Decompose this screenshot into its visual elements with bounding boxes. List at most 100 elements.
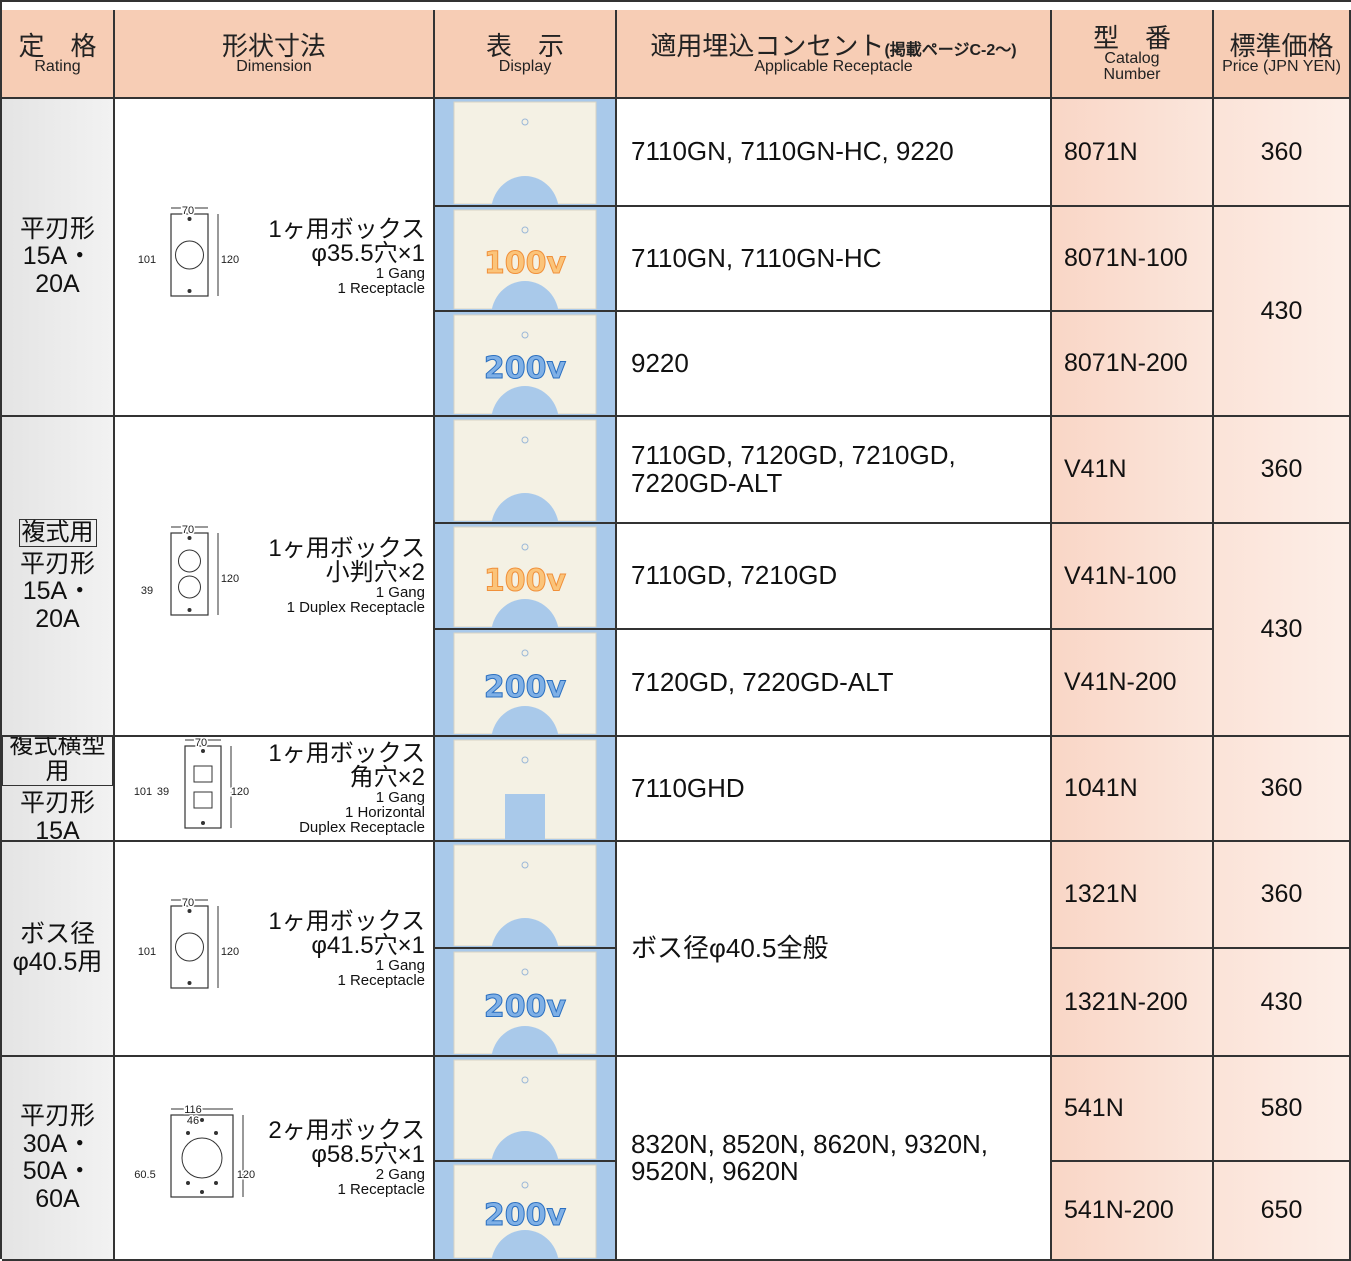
receptacle-cell: 8320N, 8520N, 8620N, 9320N, 9520N, 9620N (617, 1057, 1052, 1261)
dimension-cell: 70 101 120 1ヶ用ボックス φ41.5穴×1 1 Gang 1 Receptacl… (115, 842, 435, 1057)
dimension-diagram: 70 101 120 (136, 895, 241, 989)
dimension-label: 120 (231, 785, 249, 797)
rating-line: 15A・20A (22, 242, 93, 298)
header-ja: 形状寸法 (222, 33, 326, 59)
display-cell: 100v (435, 207, 617, 312)
screw (187, 289, 192, 293)
hole (175, 240, 204, 270)
rating-line: 15A (35, 816, 80, 842)
display-plate (453, 101, 597, 204)
dimension-label: 120 (221, 573, 239, 585)
dimension-label: 70 (182, 896, 194, 908)
display-label: 100v (484, 564, 567, 599)
outlet-hole (491, 918, 559, 946)
box-line: 2 Gang (375, 1166, 425, 1183)
receptacle-cell: 7110GN, 7110GN-HC (617, 207, 1052, 312)
hole (178, 549, 201, 573)
dimension-diagram: 70 101 120 (136, 203, 241, 297)
box-text: 2ヶ用ボックス φ58.5穴×1 2 Gang 1 Receptacle (268, 1117, 425, 1198)
header-cell: 形状寸法 Dimension (115, 10, 435, 99)
receptacle-text: 9220 (631, 347, 689, 378)
screw (187, 980, 192, 985)
dimension-label: 60.5 (134, 1169, 155, 1181)
catalog-cell: 8071N (1052, 99, 1214, 207)
header-ja: 表 示 (486, 33, 564, 59)
screw (201, 820, 205, 825)
display-cell: 200v (435, 312, 617, 417)
display-cell (435, 1057, 617, 1162)
dimension-cell: 70 101 120 1ヶ用ボックス φ35.5穴×1 1 Gang 1 Receptacl… (115, 99, 435, 417)
box-line: 2ヶ用ボックス (268, 1117, 425, 1144)
display-plate: 200v (453, 632, 597, 734)
display-label: 100v (484, 246, 567, 281)
display-plate: 200v (453, 1164, 597, 1258)
display-plate (453, 1059, 597, 1159)
box-line: 1ヶ用ボックス (268, 535, 425, 562)
display-plate (453, 419, 597, 521)
display-cell (435, 737, 617, 842)
outlet-hole (491, 1026, 559, 1054)
screw (187, 608, 192, 612)
rating-line: 平刃形 (19, 1102, 95, 1130)
header-cell: 定 格 Rating (2, 10, 115, 99)
screw-hole (521, 968, 529, 976)
receptacle-cell: ボス径φ40.5全般 (617, 842, 1052, 1057)
hole (193, 791, 213, 808)
display-cell (435, 842, 617, 949)
screw (200, 1190, 204, 1194)
box-line: 1 Receptacle (337, 1181, 425, 1198)
screw-hole (521, 649, 529, 657)
display-cell: 200v (435, 1162, 617, 1261)
dimension-cell: 116 46 60.5 120 2ヶ用ボックス φ58.5穴×1 2 Gang 1 Recep… (115, 1057, 435, 1261)
box-line: Duplex Receptacle (299, 819, 425, 836)
box-line: 1 Gang (375, 789, 425, 806)
box-line: 1ヶ用ボックス (268, 907, 425, 935)
box-line: φ58.5穴×1 (311, 1141, 425, 1168)
dimension-label: 46 (187, 1115, 199, 1127)
dimension-label: 116 (184, 1104, 202, 1116)
outlet-hole (491, 1131, 559, 1159)
box-line: 1ヶ用ボックス (268, 216, 425, 243)
dimension-label: 39 (141, 585, 153, 597)
receptacle-cell: 7110GD, 7210GD (617, 524, 1052, 630)
rating-cell: 平刃形 15A・20A (2, 99, 115, 417)
box-line: φ35.5穴×1 (311, 240, 425, 267)
rating-cell: 複式用 平刃形 15A・20A (2, 417, 115, 737)
price-cell: 430 (1214, 207, 1351, 417)
receptacle-text: 7110GN, 7110GN-HC, 9220 (631, 136, 954, 167)
header-ja-text: 表 示 (485, 30, 564, 61)
hole (178, 575, 201, 599)
display-label: 200v (484, 1198, 567, 1233)
screw-hole (521, 436, 529, 444)
outlet-hole (491, 281, 559, 309)
box-text: 1ヶ用ボックス 角穴×2 1 Gang 1 Horizontal Duplex Rece… (268, 742, 425, 836)
box-line: φ41.5穴×1 (311, 931, 425, 959)
box-line: 1 Gang (375, 265, 425, 282)
header-en: Display (498, 57, 552, 75)
display-label: 200v (484, 990, 567, 1025)
dimension-cell: 70 39 120 1ヶ用ボックス 小判穴×2 1 Gang 1 Duplex Recept… (115, 417, 435, 737)
screw (214, 1181, 218, 1185)
catalog-cell: V41N-100 (1052, 524, 1214, 630)
header-ja-note: (掲載ページC-2〜) (884, 41, 1017, 59)
rating-line: 平刃形 (19, 214, 95, 243)
screw-hole (521, 861, 529, 869)
display-plate: 100v (453, 526, 597, 627)
hole (181, 1137, 223, 1179)
box-text: 1ヶ用ボックス 小判穴×2 1 Gang 1 Duplex Receptacle (268, 535, 425, 616)
display-plate (453, 844, 597, 946)
catalog-cell: 1321N (1052, 842, 1214, 949)
screw-hole (521, 1181, 529, 1189)
price-cell: 360 (1214, 737, 1351, 842)
header-ja: 標準価格 (1229, 33, 1333, 59)
rating-cell: ボス径 φ40.5用 (2, 842, 115, 1057)
dimension-diagram: 70 39 120 (139, 522, 241, 616)
display-label: 200v (484, 670, 567, 705)
catalog-cell: V41N-200 (1052, 630, 1214, 737)
rating-cell: 平刃形 30A・ 50A・ 60A (2, 1057, 115, 1261)
price-cell: 650 (1214, 1162, 1351, 1261)
display-label: 200v (484, 351, 567, 386)
header-en: Dimension (236, 57, 312, 75)
